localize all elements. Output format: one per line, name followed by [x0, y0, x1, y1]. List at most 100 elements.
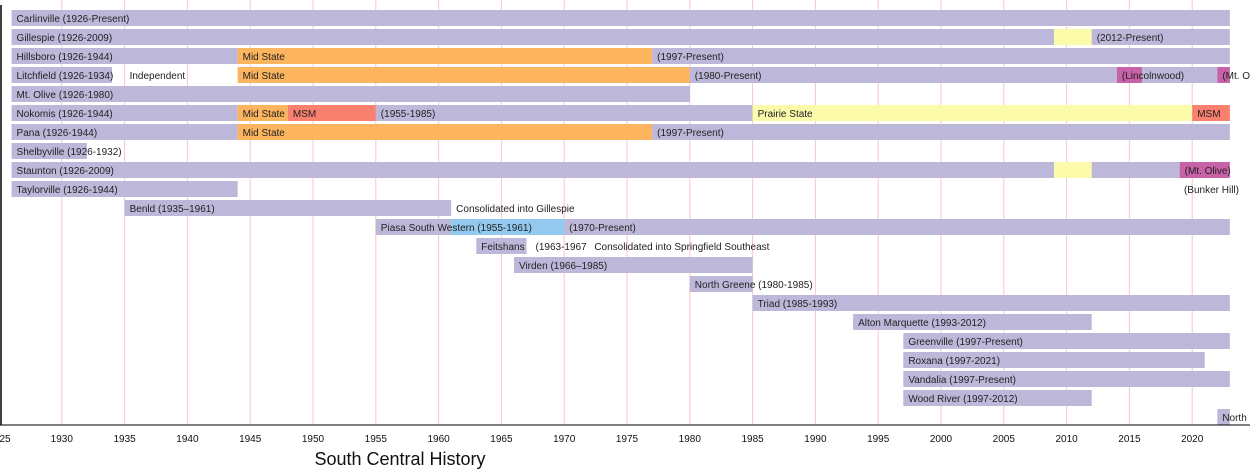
bar-label: Nokomis (1926-1944)	[17, 109, 113, 120]
x-tick-label: 1975	[616, 434, 639, 445]
timeline-bar	[1217, 67, 1230, 83]
bar-label: Feitshans	[481, 242, 524, 253]
bar-label: (2012-Present)	[1097, 33, 1164, 44]
bar-label: (1970-Present)	[569, 223, 636, 234]
bar-label: Mid State	[243, 52, 286, 63]
x-tick-label: 1950	[302, 434, 325, 445]
timeline-bar	[11, 181, 238, 197]
timeline-bar	[11, 10, 1230, 26]
timeline-bar	[1054, 162, 1092, 178]
x-tick-label: 1985	[741, 434, 764, 445]
bar-label: Staunton (1926-2009)	[17, 166, 114, 177]
x-tick-label: 1965	[490, 434, 513, 445]
timeline-bar	[11, 124, 238, 140]
timeline-labels: Carlinville (1926-Present) Gillespie (192…	[17, 14, 1250, 424]
bar-label: Virden (1966–1985)	[519, 261, 607, 272]
timeline-bar	[451, 219, 565, 235]
bar-label: Roxana (1997-2021)	[908, 356, 1000, 367]
bar-label: (1980-Present)	[695, 71, 762, 82]
timeline-bar	[689, 276, 753, 292]
timeline-bar	[853, 314, 1092, 330]
x-tick-label: 1970	[553, 434, 576, 445]
timeline-bar	[564, 219, 1230, 235]
bar-label: Taylorville (1926-1944)	[17, 185, 118, 196]
bar-label: Greenville (1997-Present)	[908, 337, 1023, 348]
x-tick-label: 2010	[1055, 434, 1078, 445]
annotation-label: Consolidated into Gillespie	[456, 204, 575, 215]
x-tick-label: 1960	[427, 434, 450, 445]
x-axis-ticks: 25 1930 1935 1940 1945 1950 1955 1960 1965 1970 19…	[0, 434, 1204, 445]
bar-label: MSM	[293, 109, 316, 120]
timeline-bar	[11, 143, 87, 159]
timeline-bar	[11, 162, 1055, 178]
bar-label: Mid State	[243, 71, 286, 82]
timeline-bar	[11, 86, 690, 102]
x-tick-label: 1980	[679, 434, 702, 445]
bar-label: Prairie State	[758, 109, 813, 120]
bar-label: Wood River (1997-2012)	[908, 394, 1017, 405]
bar-label: Mid State	[243, 128, 286, 139]
annotation-label: (1963-1967	[536, 242, 588, 253]
x-tick-label: 1990	[804, 434, 827, 445]
x-tick-label: 25	[0, 434, 11, 445]
annotation-label: Independent	[130, 71, 186, 82]
timeline-bar	[903, 390, 1092, 406]
bar-label: (1997-Present)	[657, 128, 724, 139]
timeline-bar	[1091, 162, 1180, 178]
bar-label: (1997-Present)	[657, 52, 724, 63]
timeline-bar	[237, 124, 653, 140]
timeline-bar	[237, 48, 653, 64]
annotation-label: (Bunker Hill)	[1184, 185, 1239, 196]
bar-label: Triad (1985-1993)	[758, 299, 838, 310]
bar-label: Benld (1935–1961)	[130, 204, 215, 215]
bar-label: Pana (1926-1944)	[17, 128, 98, 139]
bar-label: Carlinville (1926-Present)	[17, 14, 130, 25]
timeline-bar	[11, 67, 113, 83]
annotation-label: Consolidated into Springfield Southeast	[594, 242, 769, 253]
timeline-bar	[752, 105, 1193, 121]
timeline-bar	[237, 105, 288, 121]
bar-label: Shelbyville (1926-1932)	[17, 147, 122, 158]
bar-label: Vandalia (1997-Present)	[908, 375, 1016, 386]
timeline-bars	[11, 10, 1230, 425]
x-tick-label: 2005	[993, 434, 1016, 445]
x-tick-label: 1955	[365, 434, 388, 445]
bar-label: Hillsboro (1926-1944)	[17, 52, 113, 63]
x-tick-label: 1935	[113, 434, 136, 445]
bar-label: North	[1222, 413, 1246, 424]
bar-label: Piasa South Western (1955-1961)	[381, 223, 532, 234]
timeline-bar	[513, 257, 753, 273]
chart-title: South Central History	[314, 449, 485, 469]
timeline-bar	[1192, 105, 1230, 121]
timeline-bar	[1217, 409, 1230, 425]
timeline-bar	[11, 48, 238, 64]
x-tick-label: 1940	[176, 434, 199, 445]
timeline-bar	[476, 238, 527, 254]
timeline-bar	[124, 200, 452, 216]
timeline-bar	[237, 67, 690, 83]
timeline-bar	[11, 105, 238, 121]
x-tick-label: 1930	[51, 434, 74, 445]
x-tick-label: 2000	[930, 434, 953, 445]
timeline-bar	[1141, 67, 1218, 83]
timeline-bar	[903, 333, 1230, 349]
bar-label: (Lincolnwood)	[1122, 71, 1184, 82]
timeline-bar	[689, 67, 1117, 83]
bar-label: Mid State	[243, 109, 286, 120]
bar-label: Gillespie (1926-2009)	[17, 33, 113, 44]
timeline-bar	[752, 295, 1230, 311]
bar-label: MSM	[1197, 109, 1220, 120]
bar-label: Alton Marquette (1993-2012)	[858, 318, 986, 329]
x-tick-label: 2020	[1181, 434, 1204, 445]
timeline-bar	[652, 124, 1230, 140]
bar-label: (Mt. Olive)	[1185, 166, 1231, 177]
timeline-bar	[375, 105, 753, 121]
bar-label: Mt. Olive (1926-1980)	[17, 90, 114, 101]
bar-label: North Greene (1980-1985)	[695, 280, 813, 291]
x-tick-label: 2015	[1118, 434, 1141, 445]
timeline-bar	[903, 371, 1230, 387]
timeline-bar	[287, 105, 376, 121]
timeline-bar	[1116, 67, 1142, 83]
x-tick-label: 1995	[867, 434, 890, 445]
